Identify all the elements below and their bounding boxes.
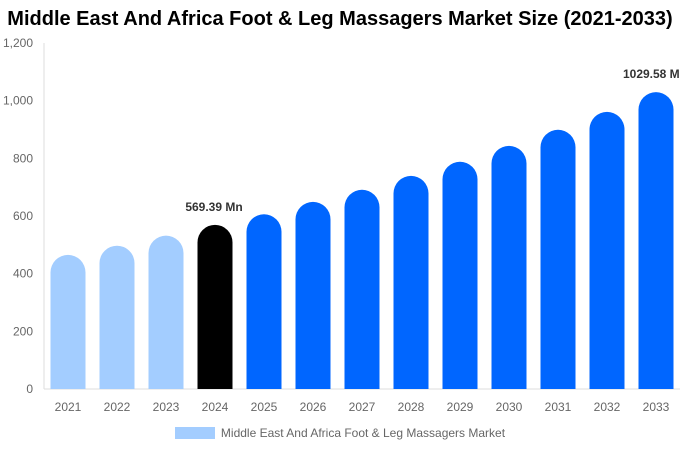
bar-2032: [589, 111, 625, 389]
bar-2031: [540, 129, 576, 389]
data-label-2024: 569.39 Mn: [185, 200, 242, 214]
bar-2022: [99, 245, 135, 389]
bar-2021: [50, 254, 86, 389]
bar-2024: [197, 224, 233, 389]
x-tick-label: 2024: [202, 400, 229, 414]
x-tick-label: 2033: [643, 400, 670, 414]
legend-swatch: [174, 427, 215, 439]
y-tick-label: 1,000: [3, 94, 33, 108]
x-tick-label: 2028: [398, 400, 425, 414]
y-tick-label: 0: [26, 382, 33, 396]
y-tick-label: 200: [13, 324, 33, 338]
x-tick-label: 2032: [594, 400, 621, 414]
bar-2033: [638, 92, 674, 390]
legend-label: Middle East And Africa Foot & Leg Massag…: [220, 426, 506, 440]
x-tick-label: 2022: [104, 400, 131, 414]
bar-2028: [393, 175, 429, 389]
x-tick-label: 2027: [349, 400, 376, 414]
data-label-2033: 1029.58 Mn: [623, 67, 680, 81]
x-tick-label: 2023: [153, 400, 180, 414]
bar-2029: [442, 161, 478, 389]
chart-title: Middle East And Africa Foot & Leg Massag…: [7, 8, 673, 30]
bar-2027: [344, 189, 380, 389]
y-tick-label: 400: [13, 267, 33, 281]
y-tick-label: 600: [13, 209, 33, 223]
y-tick-label: 1,200: [3, 36, 33, 50]
x-tick-label: 2030: [496, 400, 523, 414]
x-tick-label: 2021: [55, 400, 82, 414]
bar-2025: [246, 214, 282, 389]
bar-2030: [491, 145, 527, 389]
legend: Middle East And Africa Foot & Leg Massag…: [0, 426, 680, 440]
x-tick-label: 2029: [447, 400, 474, 414]
x-tick-label: 2031: [545, 400, 572, 414]
bar-2026: [295, 201, 331, 389]
bar-2023: [148, 235, 184, 389]
x-tick-label: 2025: [251, 400, 278, 414]
y-tick-label: 800: [13, 151, 33, 165]
x-tick-label: 2026: [300, 400, 327, 414]
